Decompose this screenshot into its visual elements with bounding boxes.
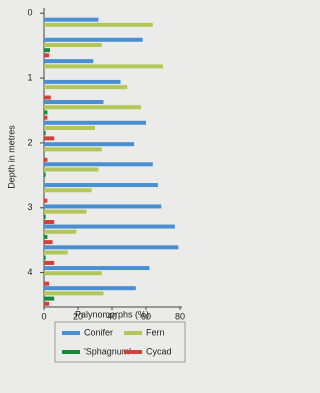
bar xyxy=(44,120,146,125)
bar xyxy=(44,142,135,147)
bar xyxy=(44,42,102,47)
y-tick-label: 0 xyxy=(27,8,32,18)
bar xyxy=(44,266,150,271)
bar xyxy=(44,286,136,291)
legend-label: Conifer xyxy=(84,327,113,337)
legend-box xyxy=(54,321,186,363)
bar xyxy=(44,167,99,172)
legend-label: 'Sphagnum' xyxy=(84,346,131,356)
bar xyxy=(44,22,153,27)
bar xyxy=(44,115,48,120)
legend-swatch xyxy=(62,350,80,354)
bar xyxy=(44,255,46,260)
bar xyxy=(44,17,99,22)
bar xyxy=(44,53,50,58)
bar xyxy=(44,100,104,105)
bar xyxy=(44,172,46,177)
bar xyxy=(44,281,50,286)
y-tick-label: 1 xyxy=(27,72,32,82)
bar xyxy=(44,234,48,239)
bar xyxy=(44,214,46,219)
bar xyxy=(44,157,48,162)
bar xyxy=(44,301,50,306)
bar xyxy=(44,209,87,214)
bar xyxy=(44,64,163,69)
bar xyxy=(44,250,68,255)
bar xyxy=(44,245,179,250)
bar xyxy=(44,260,55,265)
x-tick-label: 20 xyxy=(73,311,83,321)
bar xyxy=(44,79,121,84)
bar xyxy=(44,110,48,115)
bar xyxy=(44,296,55,301)
x-tick-label: 80 xyxy=(175,311,185,321)
x-tick-label: 0 xyxy=(41,311,46,321)
bar xyxy=(44,125,95,130)
bar xyxy=(44,136,55,141)
bar xyxy=(44,147,102,152)
y-tick-label: 3 xyxy=(27,202,32,212)
bar xyxy=(44,204,162,209)
x-tick-label: 40 xyxy=(107,311,117,321)
legend-swatch xyxy=(124,331,142,335)
bar xyxy=(44,229,77,234)
bar xyxy=(44,271,102,276)
y-tick-label: 2 xyxy=(27,137,32,147)
bar xyxy=(44,240,53,245)
legend-label: Fern xyxy=(146,327,165,337)
bar xyxy=(44,95,51,100)
bar xyxy=(44,188,92,193)
bar xyxy=(44,131,46,136)
bar xyxy=(44,48,50,53)
legend-label: Cycad xyxy=(146,346,172,356)
bar xyxy=(44,162,153,167)
bar xyxy=(44,37,143,42)
bar xyxy=(44,198,48,203)
bar xyxy=(44,105,141,110)
x-axis-label: Palynomorphs (%) xyxy=(75,309,149,319)
bar xyxy=(44,183,158,188)
bar xyxy=(44,220,55,225)
legend-swatch xyxy=(62,331,80,335)
y-tick-label: 4 xyxy=(27,267,32,277)
bar xyxy=(44,85,128,90)
bar xyxy=(44,291,104,296)
x-tick-label: 60 xyxy=(141,311,151,321)
y-axis-label: Depth in metres xyxy=(6,125,16,189)
legend-swatch xyxy=(124,350,142,354)
bar xyxy=(44,59,94,64)
bar xyxy=(44,224,175,229)
